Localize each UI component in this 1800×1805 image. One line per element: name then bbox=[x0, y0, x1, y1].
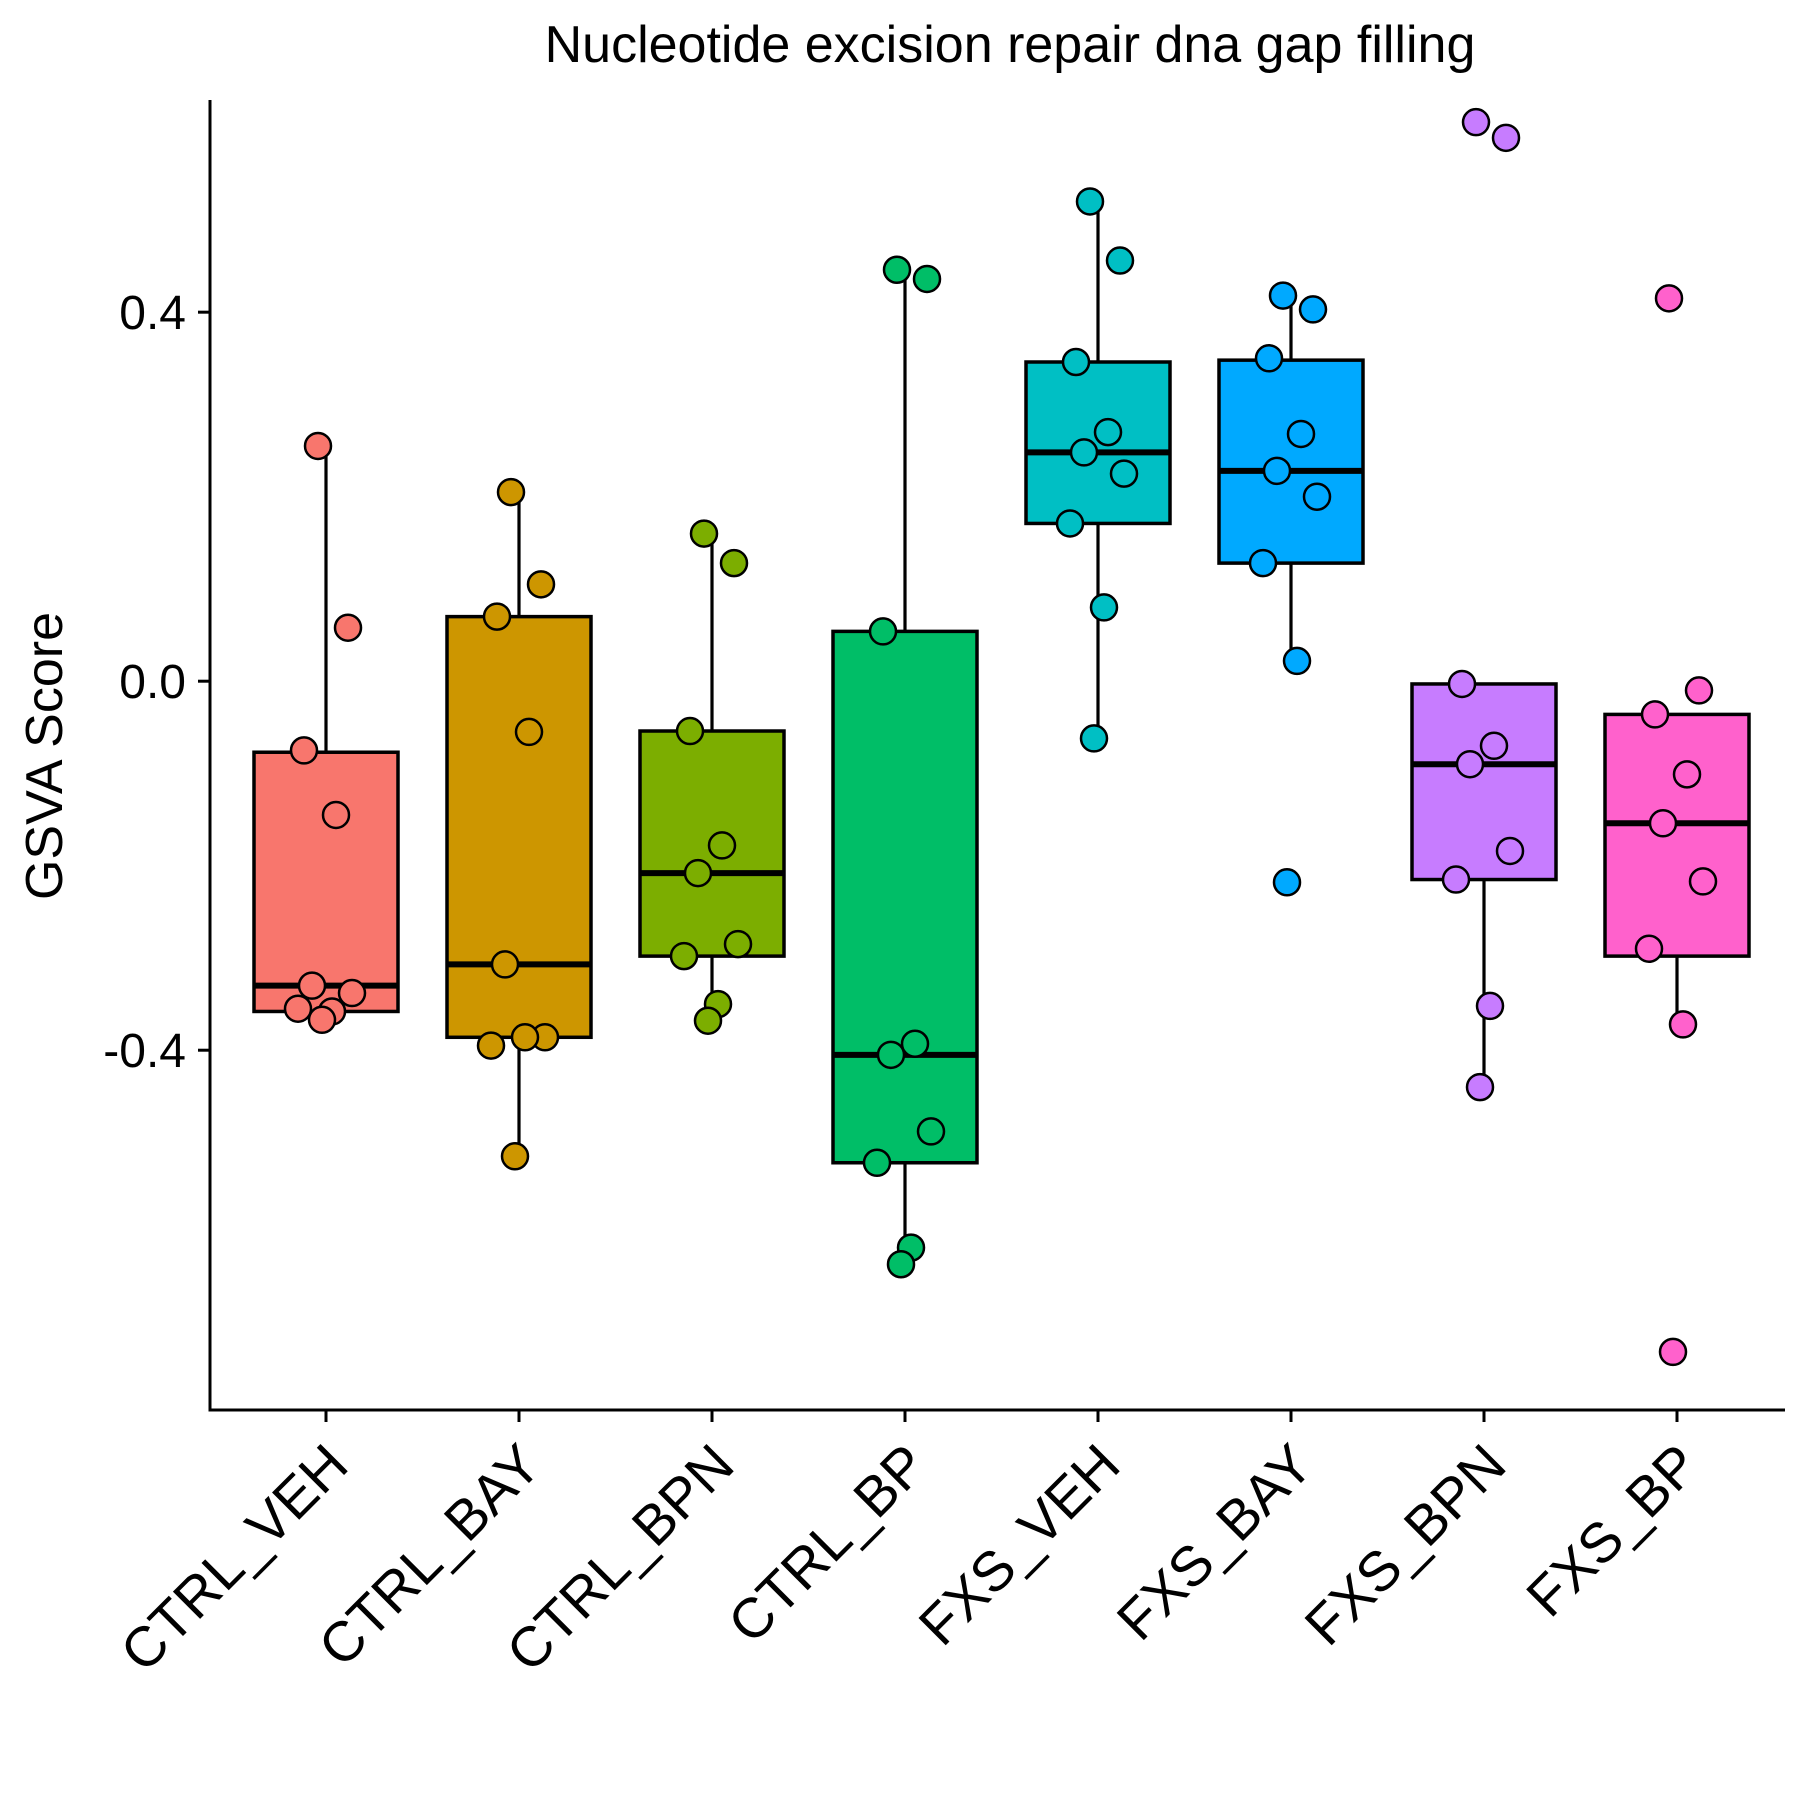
box-group-ctrl-veh bbox=[252, 431, 400, 1035]
data-point bbox=[1268, 281, 1298, 310]
data-point bbox=[693, 1006, 723, 1035]
data-point bbox=[1441, 865, 1471, 894]
chart-title: Nucleotide excision repair dna gap filli… bbox=[545, 16, 1476, 74]
box-group-ctrl-bpn bbox=[638, 519, 786, 1035]
data-point bbox=[1455, 749, 1485, 779]
data-point bbox=[1447, 669, 1477, 699]
data-point bbox=[916, 1117, 946, 1146]
data-point bbox=[707, 831, 737, 860]
data-point bbox=[321, 800, 351, 830]
data-point bbox=[476, 1031, 506, 1060]
data-point bbox=[723, 929, 753, 959]
box-group-fxs-bp bbox=[1603, 284, 1751, 1367]
data-point bbox=[1495, 836, 1525, 866]
data-point bbox=[337, 978, 367, 1008]
data-point bbox=[303, 431, 333, 461]
x-tick-label: FXS_BAY bbox=[1105, 1432, 1325, 1652]
data-point bbox=[1262, 456, 1292, 486]
y-axis-ticks: -0.4 0.0 0.4 bbox=[103, 287, 210, 1078]
data-point bbox=[862, 1148, 892, 1178]
y-axis-label: GSVA Score bbox=[16, 612, 74, 900]
data-point bbox=[333, 613, 363, 642]
data-point bbox=[1684, 676, 1714, 705]
data-point bbox=[1109, 459, 1139, 488]
data-point bbox=[1461, 107, 1491, 137]
data-point bbox=[1658, 1337, 1688, 1367]
data-point bbox=[1475, 991, 1505, 1021]
data-point bbox=[514, 717, 544, 747]
x-tick-label: FXS_VEH bbox=[906, 1432, 1131, 1657]
data-point bbox=[1089, 593, 1119, 622]
data-point bbox=[1640, 700, 1670, 729]
data-point bbox=[1654, 284, 1684, 313]
y-tick-label: -0.4 bbox=[103, 1025, 186, 1078]
data-point bbox=[868, 617, 898, 646]
box-group-fxs-bay bbox=[1217, 281, 1365, 897]
data-point bbox=[526, 570, 556, 599]
data-point bbox=[500, 1142, 530, 1171]
x-tick-label: FXS_BP bbox=[1514, 1432, 1710, 1628]
data-point bbox=[1055, 509, 1085, 538]
data-point bbox=[283, 994, 313, 1023]
box bbox=[1217, 358, 1365, 565]
data-point bbox=[1061, 347, 1091, 377]
box bbox=[252, 750, 400, 1014]
data-point bbox=[1491, 123, 1521, 153]
data-point bbox=[289, 736, 319, 765]
data-point bbox=[876, 1040, 906, 1070]
data-point bbox=[669, 941, 699, 971]
data-point bbox=[1298, 295, 1328, 324]
box bbox=[445, 614, 593, 1040]
box-group-ctrl-bp bbox=[831, 255, 979, 1279]
data-point bbox=[1248, 548, 1278, 578]
data-point bbox=[1254, 344, 1284, 373]
box bbox=[831, 629, 979, 1165]
axes bbox=[208, 100, 1785, 1412]
data-point bbox=[1648, 809, 1678, 838]
data-point bbox=[1465, 1072, 1495, 1102]
box-group-fxs-bpn bbox=[1410, 107, 1558, 1102]
data-point bbox=[297, 971, 327, 1000]
data-point bbox=[1668, 1010, 1698, 1039]
data-point bbox=[1286, 419, 1316, 449]
data-point bbox=[1105, 246, 1135, 275]
data-point bbox=[1075, 187, 1105, 216]
data-point bbox=[1282, 646, 1312, 676]
data-point bbox=[1479, 731, 1509, 761]
data-point bbox=[719, 548, 749, 578]
box bbox=[1024, 360, 1172, 526]
data-point bbox=[1302, 482, 1332, 511]
data-point bbox=[1272, 868, 1302, 897]
box-group-fxs-veh bbox=[1024, 187, 1172, 753]
data-point bbox=[912, 264, 942, 294]
data-point bbox=[490, 950, 520, 979]
data-point bbox=[1093, 417, 1123, 447]
data-point bbox=[689, 519, 719, 548]
box bbox=[1410, 682, 1558, 882]
data-point bbox=[482, 602, 512, 631]
data-point bbox=[1069, 438, 1099, 467]
data-point bbox=[683, 858, 713, 888]
data-point bbox=[900, 1029, 930, 1059]
data-point bbox=[496, 477, 526, 507]
data-point bbox=[510, 1023, 540, 1052]
plot-area bbox=[252, 107, 1751, 1367]
x-axis-ticks: CTRL_VEHCTRL_BAYCTRL_BPNCTRL_BPFXS_VEHFX… bbox=[108, 1410, 1710, 1683]
data-point bbox=[1634, 934, 1664, 963]
data-point bbox=[675, 716, 705, 746]
box bbox=[1603, 712, 1751, 958]
data-point bbox=[886, 1249, 916, 1279]
data-point bbox=[1079, 724, 1109, 753]
data-point bbox=[1672, 760, 1702, 789]
data-point bbox=[1688, 867, 1718, 896]
x-tick-label: FXS_BPN bbox=[1292, 1432, 1517, 1657]
data-point bbox=[307, 1005, 337, 1035]
x-tick-label: CTRL_BP bbox=[716, 1432, 939, 1655]
y-tick-label: 0.0 bbox=[119, 656, 186, 709]
box-group-ctrl-bay bbox=[445, 477, 593, 1171]
data-point bbox=[882, 255, 912, 284]
y-tick-label: 0.4 bbox=[119, 287, 186, 340]
